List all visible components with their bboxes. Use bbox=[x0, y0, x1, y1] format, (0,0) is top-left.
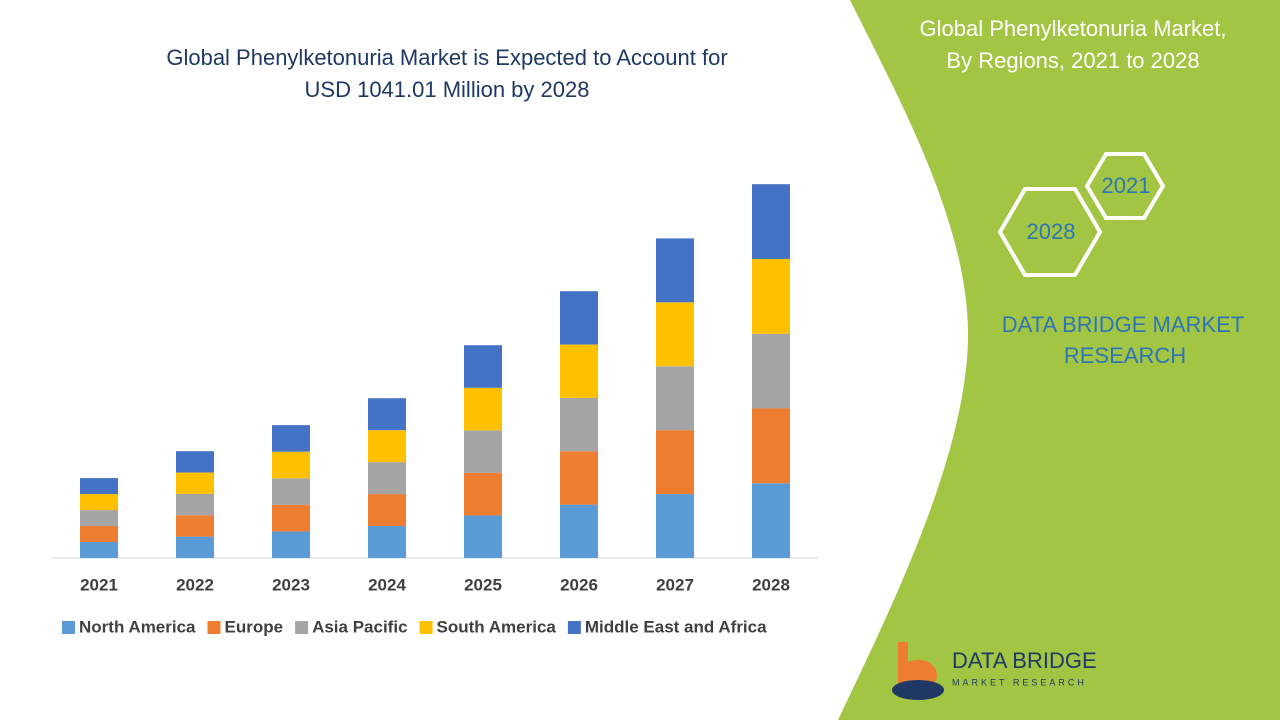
x-tick-label: 2028 bbox=[752, 575, 790, 594]
bar-segment bbox=[368, 462, 406, 495]
x-tick-label: 2025 bbox=[464, 575, 502, 594]
bar-segment bbox=[752, 258, 790, 334]
x-tick-label: 2021 bbox=[80, 575, 118, 594]
bar-segment bbox=[560, 397, 598, 452]
bar-segment bbox=[80, 542, 118, 558]
logo-swoosh bbox=[892, 680, 944, 700]
bar-segment bbox=[464, 387, 502, 431]
legend-swatch bbox=[419, 621, 433, 634]
x-tick-label: 2022 bbox=[176, 575, 214, 594]
bar-segment bbox=[80, 526, 118, 543]
bar-segment bbox=[272, 451, 310, 479]
bar-segment bbox=[368, 430, 406, 463]
brand-text: DATA BRIDGE MARKET bbox=[1002, 312, 1244, 337]
bar-segment bbox=[560, 504, 598, 558]
bar-segment bbox=[560, 291, 598, 345]
x-tick-label: 2023 bbox=[272, 575, 310, 594]
bar-segment bbox=[752, 483, 790, 558]
bar-segment bbox=[464, 430, 502, 473]
bar-segment bbox=[176, 493, 214, 516]
logo: DATA BRIDGE MARKET RESEARCH bbox=[892, 642, 1097, 700]
legend-label: Europe bbox=[225, 617, 284, 636]
hex-year: 2021 bbox=[1102, 173, 1151, 198]
bar-segment bbox=[656, 238, 694, 303]
brand-text: RESEARCH bbox=[1064, 343, 1186, 368]
bar-segment bbox=[272, 531, 310, 558]
bar-segment bbox=[464, 515, 502, 558]
x-tick-label: 2024 bbox=[368, 575, 406, 594]
logo-stem bbox=[898, 642, 908, 692]
hex-year: 2028 bbox=[1027, 219, 1076, 244]
x-tick-label: 2026 bbox=[560, 575, 598, 594]
bar-segment bbox=[560, 451, 598, 505]
logo-tagline: MARKET RESEARCH bbox=[952, 677, 1087, 687]
bar-segment bbox=[368, 526, 406, 558]
bar-segment bbox=[80, 510, 118, 527]
bar-segment bbox=[80, 494, 118, 511]
chart-title: Global Phenylketonuria Market is Expecte… bbox=[166, 45, 727, 70]
logo-name: DATA BRIDGE bbox=[952, 648, 1097, 673]
bar-segment bbox=[368, 398, 406, 431]
bar-segment bbox=[752, 333, 790, 409]
x-tick-label: 2027 bbox=[656, 575, 694, 594]
side-panel bbox=[838, 0, 1280, 720]
bar-segment bbox=[656, 302, 694, 367]
bar-segment bbox=[272, 504, 310, 532]
bar-segment bbox=[656, 366, 694, 431]
bar-segment bbox=[176, 536, 214, 558]
bar-segment bbox=[656, 494, 694, 558]
bar-segment bbox=[80, 478, 118, 495]
bar-segment bbox=[464, 472, 502, 516]
bar-segment bbox=[752, 408, 790, 484]
bar-segment bbox=[368, 494, 406, 527]
bar-segment bbox=[560, 344, 598, 398]
bar-segment bbox=[176, 472, 214, 494]
hexagon bbox=[997, 187, 1103, 277]
panel-title: By Regions, 2021 to 2028 bbox=[946, 48, 1199, 73]
bar-segment bbox=[176, 451, 214, 473]
bar-segment bbox=[752, 184, 790, 259]
hexagon bbox=[1084, 152, 1166, 220]
legend-label: Middle East and Africa bbox=[585, 617, 767, 636]
bar-segment bbox=[272, 425, 310, 452]
legend-label: North America bbox=[79, 617, 196, 636]
legend-label: South America bbox=[437, 617, 557, 636]
bar-segment bbox=[464, 345, 502, 388]
legend-label: Asia Pacific bbox=[312, 617, 407, 636]
legend-swatch bbox=[62, 621, 75, 634]
bar-segment bbox=[176, 515, 214, 537]
panel-title: Global Phenylketonuria Market, bbox=[920, 16, 1227, 41]
chart-title: USD 1041.01 Million by 2028 bbox=[305, 77, 590, 102]
legend-swatch bbox=[567, 621, 581, 634]
bar-segment bbox=[656, 430, 694, 495]
legend-swatch bbox=[295, 621, 309, 634]
bar-segment bbox=[272, 478, 310, 505]
legend-swatch bbox=[207, 621, 221, 634]
